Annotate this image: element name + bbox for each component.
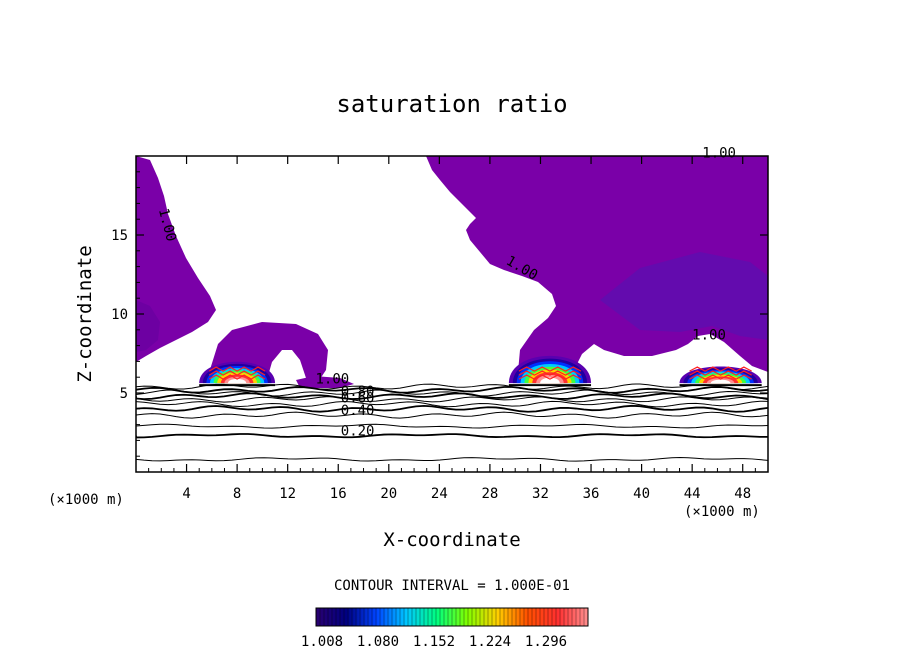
- contour-line: [136, 383, 768, 390]
- x-tick-label: 16: [330, 486, 347, 502]
- x-tick-label: 20: [380, 486, 397, 502]
- x-tick-label: 4: [182, 486, 190, 502]
- core-contour: [518, 370, 582, 376]
- x-tick-label: 28: [481, 486, 498, 502]
- contour-label: 0.40: [341, 403, 375, 419]
- x-tick-label: 48: [734, 486, 751, 502]
- core-contour: [208, 374, 266, 380]
- colorbar-tick-label: 1.008: [301, 634, 343, 650]
- contour-line: [136, 389, 768, 397]
- purple-region-left: [136, 156, 216, 362]
- contour-line: [136, 423, 768, 429]
- contour-line: [136, 456, 768, 462]
- colorbar-tick-label: 1.152: [413, 634, 455, 650]
- contour-line: [136, 386, 768, 394]
- core-contour: [689, 374, 752, 380]
- colorbar: 1.008 1.080 1.152 1.224 1.296: [301, 607, 589, 650]
- core-contour: [518, 366, 582, 372]
- x-tick-label: 36: [583, 486, 600, 502]
- colorbar-stripes: [315, 608, 589, 626]
- contour-label: 1.00: [692, 327, 726, 343]
- contour-label: 1.00: [702, 146, 736, 162]
- contour-label: 0.20: [341, 424, 375, 440]
- contour-line: [136, 392, 768, 401]
- x-axis-label: X-coordinate: [383, 529, 520, 551]
- core-contour: [208, 366, 266, 372]
- contour-line: [136, 396, 768, 403]
- colorbar-tick-label: 1.296: [525, 634, 567, 650]
- contour-interval-label: CONTOUR INTERVAL = 1.000E-01: [334, 578, 570, 594]
- y-axis-label: Z-coordinate: [74, 245, 96, 382]
- contour-label: 1.00: [315, 372, 349, 388]
- core-contour: [689, 370, 752, 376]
- x-tick-label: 24: [431, 486, 448, 502]
- contour-line: [136, 411, 768, 419]
- core-layer: [228, 378, 247, 384]
- low-contours-layer: [136, 383, 768, 462]
- core-layer: [540, 377, 560, 384]
- y-tick-label: 10: [111, 307, 128, 323]
- x-tick-label: 8: [233, 486, 241, 502]
- x-unit-right: (×1000 m): [684, 504, 760, 520]
- core-layer: [710, 379, 731, 384]
- contour-line: [136, 404, 768, 413]
- y-tick-label: 15: [111, 228, 128, 244]
- core-contour: [208, 370, 266, 376]
- core-contour: [518, 374, 582, 380]
- core-contour: [689, 366, 752, 372]
- colorbar-tick-label: 1.224: [469, 634, 511, 650]
- colorbar-tick-label: 1.080: [357, 634, 399, 650]
- chart-title: saturation ratio: [336, 90, 567, 118]
- contour-label: 0.60: [341, 390, 375, 406]
- contour-label: 0.80: [341, 384, 375, 400]
- x-tick-labels: 4 8 12 16 20 24 28 32 36 40 44 48: [182, 486, 751, 502]
- plot-area: [136, 156, 768, 472]
- x-tick-label: 44: [684, 486, 701, 502]
- y-tick-labels: 5 10 15: [111, 228, 128, 402]
- x-unit-left: (×1000 m): [48, 492, 124, 508]
- purple-inner-right: [600, 252, 768, 340]
- tick-marks: [136, 156, 768, 472]
- purple-inner-left: [136, 300, 160, 352]
- y-tick-label: 5: [120, 386, 128, 402]
- cores-layer: [199, 355, 762, 387]
- contour-line: [136, 400, 768, 408]
- purple-small-tail: [296, 376, 354, 388]
- colorbar-tick-labels: 1.008 1.080 1.152 1.224 1.296: [301, 634, 567, 650]
- x-tick-label: 40: [633, 486, 650, 502]
- x-tick-label: 32: [532, 486, 549, 502]
- x-tick-label: 12: [279, 486, 296, 502]
- contour-line: [136, 433, 768, 439]
